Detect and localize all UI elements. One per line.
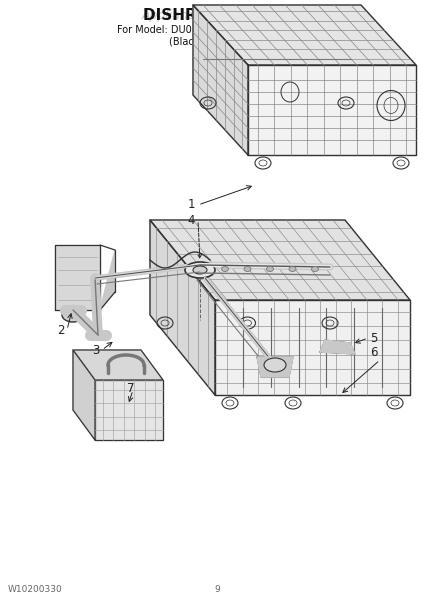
Text: 6: 6 [369,346,377,359]
Ellipse shape [288,266,295,271]
Polygon shape [100,250,115,310]
Text: 7: 7 [127,382,135,395]
Polygon shape [73,350,95,440]
Text: (Black)        (White): (Black) (White) [169,37,264,47]
Polygon shape [247,65,415,155]
Text: 9: 9 [214,586,219,595]
Text: AppliancePartsPros.com: AppliancePartsPros.com [141,10,292,22]
Ellipse shape [266,266,273,271]
Polygon shape [193,5,247,155]
Ellipse shape [62,308,84,322]
Ellipse shape [184,262,214,278]
Ellipse shape [221,266,228,271]
Text: For Model: DU018DWTB0, DU018DWTQ0: For Model: DU018DWTB0, DU018DWTQ0 [117,25,316,35]
Polygon shape [73,350,163,380]
Text: W10200330: W10200330 [8,586,62,595]
Polygon shape [214,300,409,395]
Polygon shape [319,340,354,354]
Polygon shape [150,220,214,395]
Polygon shape [150,220,409,300]
Text: 4: 4 [187,214,194,226]
Polygon shape [55,245,100,310]
Text: 1: 1 [187,199,194,211]
Polygon shape [256,357,293,377]
Text: 5: 5 [369,331,377,344]
Ellipse shape [243,266,250,271]
Ellipse shape [311,266,318,271]
Polygon shape [193,5,415,65]
Text: 2: 2 [57,323,65,337]
Polygon shape [95,380,163,440]
Text: 3: 3 [92,343,100,356]
Ellipse shape [193,266,207,274]
Ellipse shape [263,358,285,372]
Text: DISHRACK PARTS: DISHRACK PARTS [143,8,290,23]
